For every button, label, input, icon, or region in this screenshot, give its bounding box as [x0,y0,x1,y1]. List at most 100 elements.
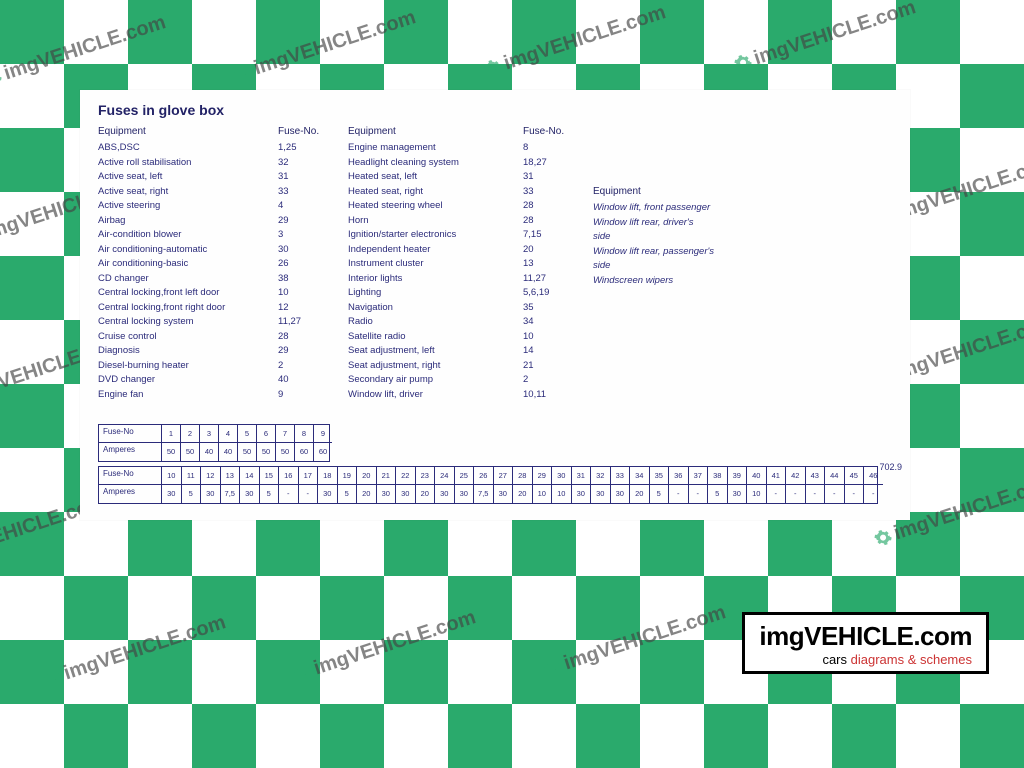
fuse-no-cell: 41 [767,467,786,485]
amp-cell: - [279,485,298,503]
fuse-no-cell: 25 [455,467,474,485]
equipment-row: 4 [278,199,338,214]
fuse-no-cell: 6 [257,425,275,443]
fuse-no-cell: 5 [238,425,256,443]
fuse-no-cell: 15 [260,467,279,485]
equipment-row: 13 [523,257,583,272]
fuse-no-cell: 19 [338,467,357,485]
fuse-col: 4010 [747,467,767,503]
fuse-no-cell: 40 [747,467,766,485]
logo-bold: VEHICLE [804,621,913,651]
equipment-columns: Equipment ABS,DSCActive roll stabilisati… [98,126,892,406]
equipment-row: CD changer [98,272,268,287]
fuse-no-cell: 20 [357,467,376,485]
equipment-row: Engine management [348,141,513,156]
amp-cell: 10 [533,485,552,503]
fuse-no-cell: 10 [162,467,181,485]
fuse-no-cell: 45 [845,467,864,485]
equipment-row: Ignition/starter electronics [348,228,513,243]
equipment-row: 26 [278,257,338,272]
amp-cell: - [669,485,688,503]
fuse-col: 45- [845,467,865,503]
fuse-col: 3420 [630,467,650,503]
fuse-col: 36- [669,467,689,503]
amp-cell: 5 [708,485,727,503]
equipment-row: Independent heater [348,243,513,258]
fuse-col: 3230 [591,467,611,503]
equipment-row: Engine fan [98,388,268,403]
fuse-col: 42- [786,467,806,503]
col-fuseno-1: Fuse-No. 1,253231334293302638101211,2728… [278,126,338,406]
fuse-col: 355 [650,467,670,503]
equipment-row: 11,27 [278,315,338,330]
equipment-row: Central locking system [98,315,268,330]
reference-number: 702.9 [879,462,902,472]
equipment-row: 40 [278,373,338,388]
fuse-col: 2130 [377,467,397,503]
fuse-no-cell: 34 [630,467,649,485]
fuse-no-cell: 28 [513,467,532,485]
equipment-row: 30 [278,243,338,258]
fuse-col: 44- [825,467,845,503]
fuse-no-cell: 14 [240,467,259,485]
fuse-no-cell: 18 [318,467,337,485]
equipment-row: 33 [523,185,583,200]
fuse-no-cell: 17 [299,467,318,485]
equipment-row: 3 [278,228,338,243]
equipment-row: Air conditioning-automatic [98,243,268,258]
fuse-col: 155 [260,467,280,503]
amp-cell: 30 [611,485,630,503]
fuse-col: 1430 [240,467,260,503]
equipment-row: Lighting [348,286,513,301]
fuse-col: 960 [314,425,332,461]
equipment-row: 31 [278,170,338,185]
amp-cell: - [689,485,708,503]
fuse-col: 43- [806,467,826,503]
logo-sub-2: diagrams & schemes [851,652,972,667]
equipment-row: Active steering [98,199,268,214]
site-logo-box: imgVEHICLE.com cars diagrams & schemes [742,612,989,674]
amp-cell: 30 [377,485,396,503]
fuse-no-cell: 36 [669,467,688,485]
fuse-col: 41- [767,467,787,503]
equipment-row: 1,25 [278,141,338,156]
equipment-row: Active roll stabilisation [98,156,268,171]
col-fuseno-2: Fuse-No. 818,27313328287,15201311,275,6,… [523,126,583,406]
fuse-no-cell: 12 [201,467,220,485]
amp-cell: 20 [513,485,532,503]
equipment-row: side [593,259,773,274]
equipment-row: Air conditioning-basic [98,257,268,272]
equipment-row: 9 [278,388,338,403]
amp-cell: 40 [200,443,218,461]
amp-cell: 30 [591,485,610,503]
fuse-col: 1830 [318,467,338,503]
fuse-col: 150 [162,425,181,461]
amp-cell: 30 [201,485,220,503]
fuse-col: 440 [219,425,238,461]
amp-cell: 10 [747,485,766,503]
fuse-col: 650 [257,425,276,461]
fuse-no-cell: 1 [162,425,180,443]
equipment-row: 10 [523,330,583,345]
amp-cell: 40 [219,443,237,461]
fuse-col: 2320 [416,467,436,503]
fuse-document: Fuses in glove box Equipment ABS,DSCActi… [80,90,910,520]
fuse-no-cell: 3 [200,425,218,443]
label-amperes: Amperes [99,485,161,503]
equipment-row: 28 [278,330,338,345]
amp-cell: 30 [396,485,415,503]
equipment-row: Cruise control [98,330,268,345]
equipment-row: Interior lights [348,272,513,287]
amp-cell: 50 [238,443,256,461]
logo-main: imgVEHICLE.com [759,621,972,652]
fuse-col: 340 [200,425,219,461]
amp-cell: 60 [314,443,332,461]
fuse-table-1: Fuse-No Amperes 150250340440550650750860… [98,424,330,462]
equipment-row: 35 [523,301,583,316]
fuse-no-cell: 9 [314,425,332,443]
amp-cell: 20 [416,485,435,503]
col-header: Equipment [348,126,513,137]
amp-cell: 30 [240,485,259,503]
amp-cell: 5 [338,485,357,503]
equipment-row: Active seat, right [98,185,268,200]
